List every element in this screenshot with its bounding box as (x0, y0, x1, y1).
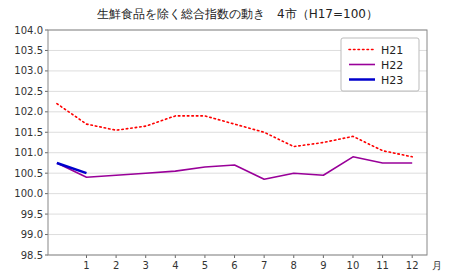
y-tick-label: 102.5 (14, 86, 43, 97)
legend-label: H23 (381, 74, 403, 87)
y-tick-label: 103.5 (14, 45, 43, 56)
grid-line (48, 152, 427, 153)
lines (57, 104, 412, 180)
grid-line (48, 193, 427, 194)
y-tick-label: 100.5 (14, 168, 43, 179)
x-tick-label: 5 (202, 260, 208, 271)
x-tick-label: 8 (291, 260, 297, 271)
legend-box (341, 38, 419, 91)
x-tick-label: 4 (172, 260, 178, 271)
y-tick-label: 98.5 (21, 250, 43, 261)
x-tick-label: 9 (320, 260, 326, 271)
y-tick-label: 101.0 (14, 147, 43, 158)
x-tick-label: 10 (347, 260, 360, 271)
title: 生鮮食品を除く総合指数の動き 4市（H17=100） (97, 7, 378, 21)
grid-line (48, 132, 427, 133)
legend-label: H21 (381, 44, 403, 57)
plot-frame (48, 30, 427, 255)
x-tick-label: 11 (376, 260, 389, 271)
x-axis-label: 月 (432, 260, 442, 271)
x-tick-label: 7 (261, 260, 267, 271)
legend: H21 H22 H23 (341, 38, 419, 91)
x-tick-label: 3 (143, 260, 149, 271)
grid-line (48, 234, 427, 235)
y-tick-label: 99.0 (21, 229, 43, 240)
y-tick-label: 104.0 (14, 25, 43, 36)
y-tick-label: 101.5 (14, 127, 43, 138)
x-tick-label: 1 (83, 260, 89, 271)
series-line (57, 157, 412, 180)
series-line (57, 104, 412, 157)
legend-swatch (349, 64, 375, 66)
x-tick-label: 6 (231, 260, 237, 271)
x-tick-label: 2 (113, 260, 119, 271)
y-tick-label: 103.0 (14, 65, 43, 76)
y-axis: 98.5 99.0 99.5 100.0 100.5 101.0 101.5 102.0 102… (14, 25, 427, 261)
y-tick-label: 100.0 (14, 188, 43, 199)
x-axis: 123456789101112 (83, 255, 418, 271)
grid-line (48, 173, 427, 174)
x-tick-label: 12 (406, 260, 419, 271)
y-tick-label: 102.0 (14, 106, 43, 117)
y-tick-label: 99.5 (21, 209, 43, 220)
legend-swatch (349, 78, 375, 81)
grid-line (48, 214, 427, 215)
chart: 生鮮食品を除く総合指数の動き 4市（H17=100） 98.5 99.0 99.5 10… (0, 0, 451, 279)
legend-swatch (349, 49, 375, 51)
grid-line (48, 111, 427, 112)
series-line (57, 163, 87, 173)
legend-label: H22 (381, 59, 403, 72)
